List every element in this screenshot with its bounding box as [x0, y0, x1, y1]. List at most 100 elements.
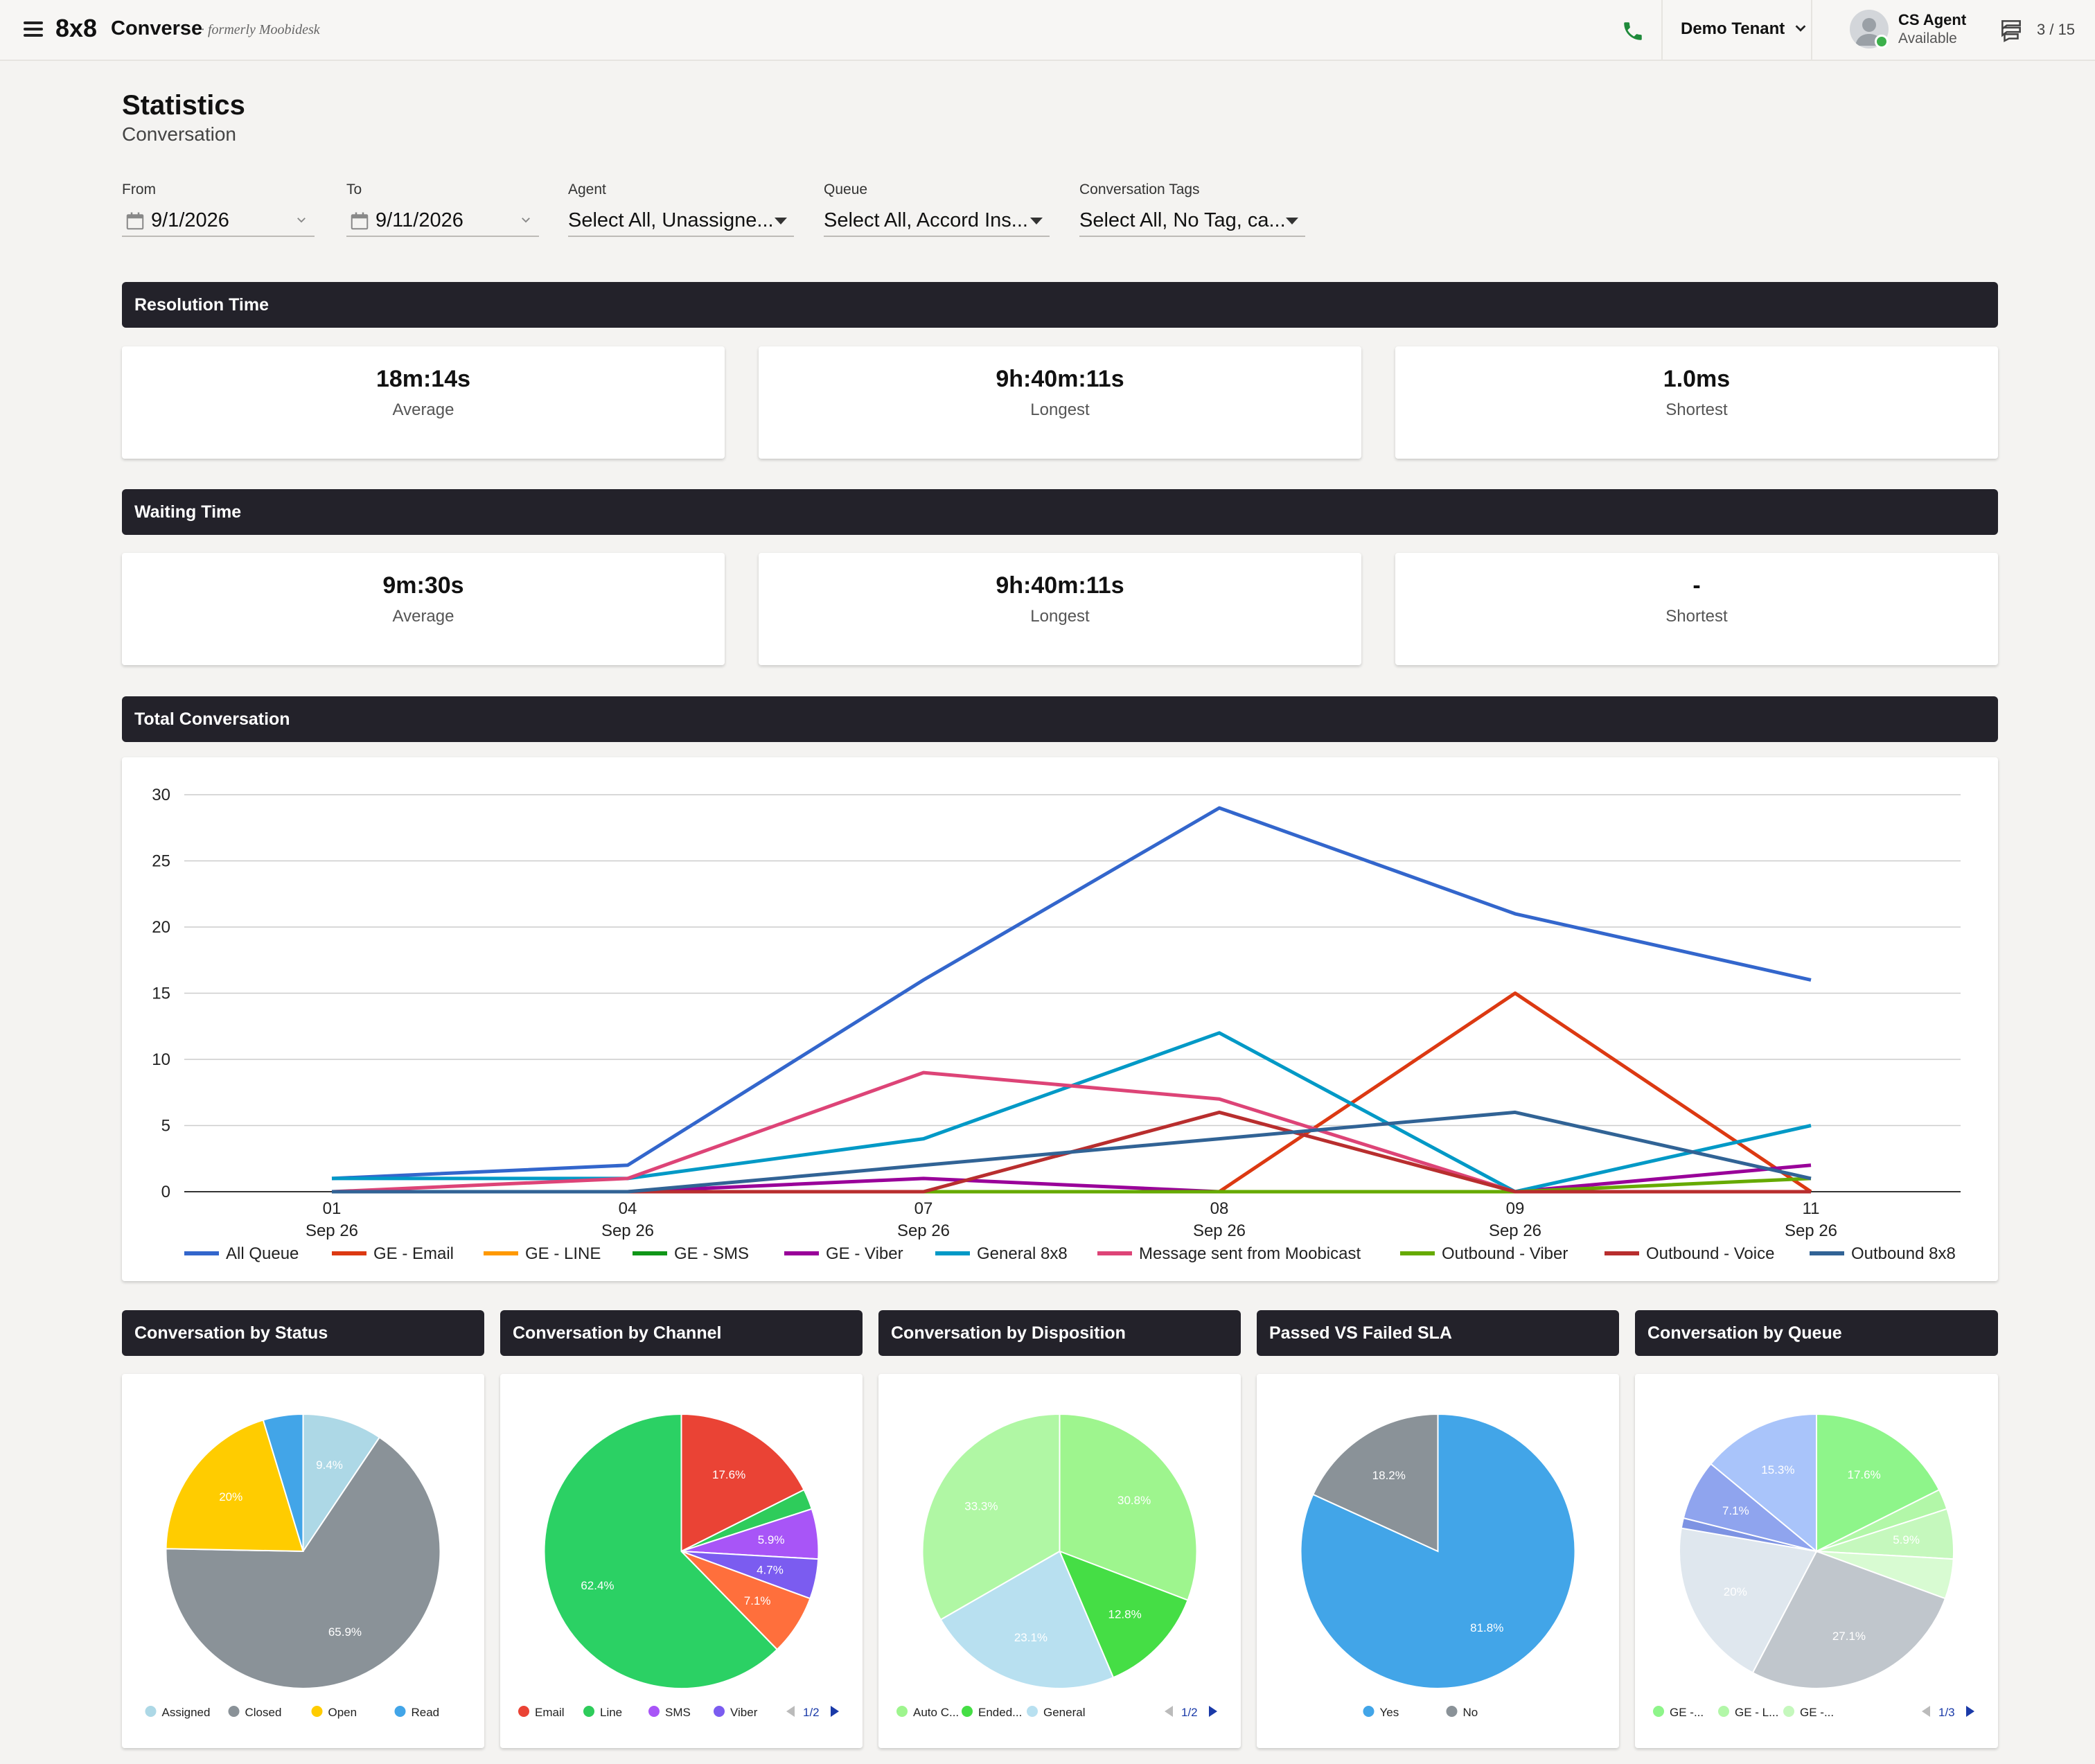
pie-legend-item[interactable]: Yes	[1363, 1706, 1399, 1719]
stat-value: 1.0ms	[1663, 366, 1731, 392]
x-tick-label: 09	[1506, 1199, 1525, 1218]
legend-item[interactable]: GE - Email	[332, 1244, 454, 1263]
pie-legend-item[interactable]: Read	[394, 1706, 440, 1719]
pie-legend-item[interactable]: Assigned	[145, 1706, 211, 1719]
pie-slice[interactable]	[1059, 1413, 1198, 1601]
legend-label: GE - Viber	[826, 1244, 903, 1263]
stat-label: Shortest	[1665, 400, 1728, 419]
x-tick-label: Sep 26	[601, 1221, 654, 1240]
pie-legend-item[interactable]: General	[1027, 1706, 1085, 1719]
stat-label: Shortest	[1665, 607, 1728, 626]
calendar-icon	[126, 212, 144, 230]
pie-legend-item[interactable]: Ended...	[962, 1706, 1022, 1719]
channel-pie-chart: 17.6% 5.9% 4.7% 7.1% 62.4% Email Line SMS Viber 1…	[518, 1413, 839, 1719]
pie-legend-item[interactable]: Auto C...	[896, 1706, 959, 1719]
pie-slice[interactable]	[1679, 1527, 1818, 1674]
pie-slice-label: 12.8%	[1108, 1608, 1142, 1621]
pie-slice[interactable]	[302, 1413, 381, 1554]
brand-formerly: · formerly Moobidesk	[201, 22, 320, 37]
stat-label: Average	[392, 607, 454, 626]
pie-legend-label: Line	[600, 1706, 622, 1719]
legend-prev-icon[interactable]	[1922, 1706, 1930, 1717]
legend-swatch	[332, 1251, 366, 1255]
pie-legend-item[interactable]: Open	[311, 1706, 357, 1719]
to-label: To	[346, 182, 362, 197]
total-conversation-card: 0 5 10 15 20 25 30 01 Sep 26 04 Sep 26 07 Sep 26 08 Se…	[122, 757, 1998, 1281]
hamburger-menu-icon[interactable]	[24, 21, 43, 37]
legend-item[interactable]: Message sent from Moobicast	[1097, 1244, 1361, 1263]
legend-next-icon[interactable]	[1966, 1706, 1974, 1717]
legend-item[interactable]: All Queue	[184, 1244, 299, 1263]
legend-item[interactable]: GE - LINE	[484, 1244, 601, 1263]
passed-vs-failed-sla-header: Passed VS Failed SLA	[1257, 1310, 1619, 1356]
legend-prev-icon[interactable]	[786, 1706, 795, 1717]
pie-legend-label: Closed	[245, 1706, 282, 1719]
channel-pie-card: 17.6% 5.9% 4.7% 7.1% 62.4% Email Line SMS Viber 1…	[500, 1374, 863, 1748]
pie-legend-item[interactable]: GE -...	[1653, 1706, 1704, 1719]
x-tick-label: Sep 26	[897, 1221, 950, 1240]
resolution-time-header: Resolution Time	[122, 282, 1998, 328]
conversation-by-status-header: Conversation by Status	[122, 1310, 484, 1356]
pie-slice[interactable]	[939, 1550, 1115, 1689]
legend-dot	[583, 1706, 594, 1717]
agent-select[interactable]: Select All, Unassigne...	[568, 204, 794, 237]
legend-item[interactable]: Outbound - Voice	[1605, 1244, 1774, 1263]
legend-swatch	[784, 1251, 819, 1255]
pie-slice[interactable]	[262, 1413, 304, 1552]
waiting-longest-card: 9h:40m:11s Longest	[759, 553, 1361, 665]
legend-item[interactable]: General 8x8	[935, 1244, 1068, 1263]
pie-slice[interactable]	[1311, 1413, 1439, 1553]
phone-icon[interactable]	[1621, 19, 1645, 43]
legend-next-icon[interactable]	[1209, 1706, 1217, 1717]
x-tick-label: 04	[619, 1199, 637, 1218]
chevron-down-icon	[297, 218, 306, 223]
pie-slice[interactable]	[165, 1436, 441, 1689]
conversation-by-disposition-header: Conversation by Disposition	[878, 1310, 1241, 1356]
legend-dot	[145, 1706, 157, 1717]
legend-prev-icon[interactable]	[1165, 1706, 1173, 1717]
agent-filter: Agent Select All, Unassigne...	[568, 182, 794, 240]
stat-value: 18m:14s	[375, 366, 471, 392]
queue-icon[interactable]	[1998, 17, 2024, 43]
available-status-dot	[1875, 35, 1889, 48]
status-pie-card: 9.4% 65.9% 20% Assigned Closed Open Read	[122, 1374, 484, 1748]
pie-slice-label: 7.1%	[744, 1594, 771, 1607]
x-tick-label: 08	[1210, 1199, 1229, 1218]
pie-slice[interactable]	[1710, 1413, 1817, 1553]
pie-slice[interactable]	[543, 1413, 779, 1689]
pie-legend-item[interactable]: Email	[518, 1706, 565, 1719]
pie-slice[interactable]	[1058, 1550, 1189, 1679]
pie-legend-item[interactable]: Viber	[714, 1706, 758, 1719]
pie-legend-item[interactable]: SMS	[648, 1706, 691, 1719]
x-tick-label: 01	[323, 1199, 342, 1218]
tenant-selector[interactable]: Demo Tenant	[1661, 0, 1812, 61]
pie-slice[interactable]	[1816, 1413, 1941, 1553]
pie-legend-item[interactable]: GE - L...	[1718, 1706, 1778, 1719]
conversation-tags-select[interactable]: Select All, No Tag, ca...	[1079, 204, 1305, 237]
pie-slice[interactable]	[1751, 1550, 1947, 1689]
legend-next-icon[interactable]	[831, 1706, 839, 1717]
resolution-average-card: 18m:14s Average	[122, 346, 725, 459]
pie-slice[interactable]	[921, 1413, 1061, 1621]
legend-item[interactable]: Outbound - Viber	[1400, 1244, 1568, 1263]
agent-status: Available	[1898, 30, 1957, 46]
legend-item[interactable]: Outbound 8x8	[1810, 1244, 1956, 1263]
pie-slice[interactable]	[680, 1413, 805, 1553]
disposition-pie-card: 30.8% 12.8% 23.1% 33.3% Auto C... Ended... Gen…	[878, 1374, 1241, 1748]
legend-item[interactable]: GE - Viber	[784, 1244, 903, 1263]
legend-dot	[228, 1706, 240, 1717]
to-date-input[interactable]: 9/11/2026	[346, 204, 539, 237]
agent-label: Agent	[568, 182, 606, 197]
pie-legend-item[interactable]: Line	[583, 1706, 622, 1719]
pie-slice[interactable]	[165, 1419, 304, 1553]
from-date-input[interactable]: 9/1/2026	[122, 204, 315, 237]
stat-label: Longest	[1030, 607, 1090, 626]
queue-select[interactable]: Select All, Accord Ins...	[824, 204, 1050, 237]
legend-item[interactable]: GE - SMS	[633, 1244, 749, 1263]
pie-legend-item[interactable]: GE -...	[1783, 1706, 1834, 1719]
legend-label: GE - LINE	[525, 1244, 601, 1263]
pie-legend-item[interactable]: No	[1446, 1706, 1478, 1719]
total-conversation-header: Total Conversation	[122, 696, 1998, 742]
legend-page-indicator: 1/2	[1181, 1706, 1198, 1719]
pie-legend-item[interactable]: Closed	[228, 1706, 282, 1719]
